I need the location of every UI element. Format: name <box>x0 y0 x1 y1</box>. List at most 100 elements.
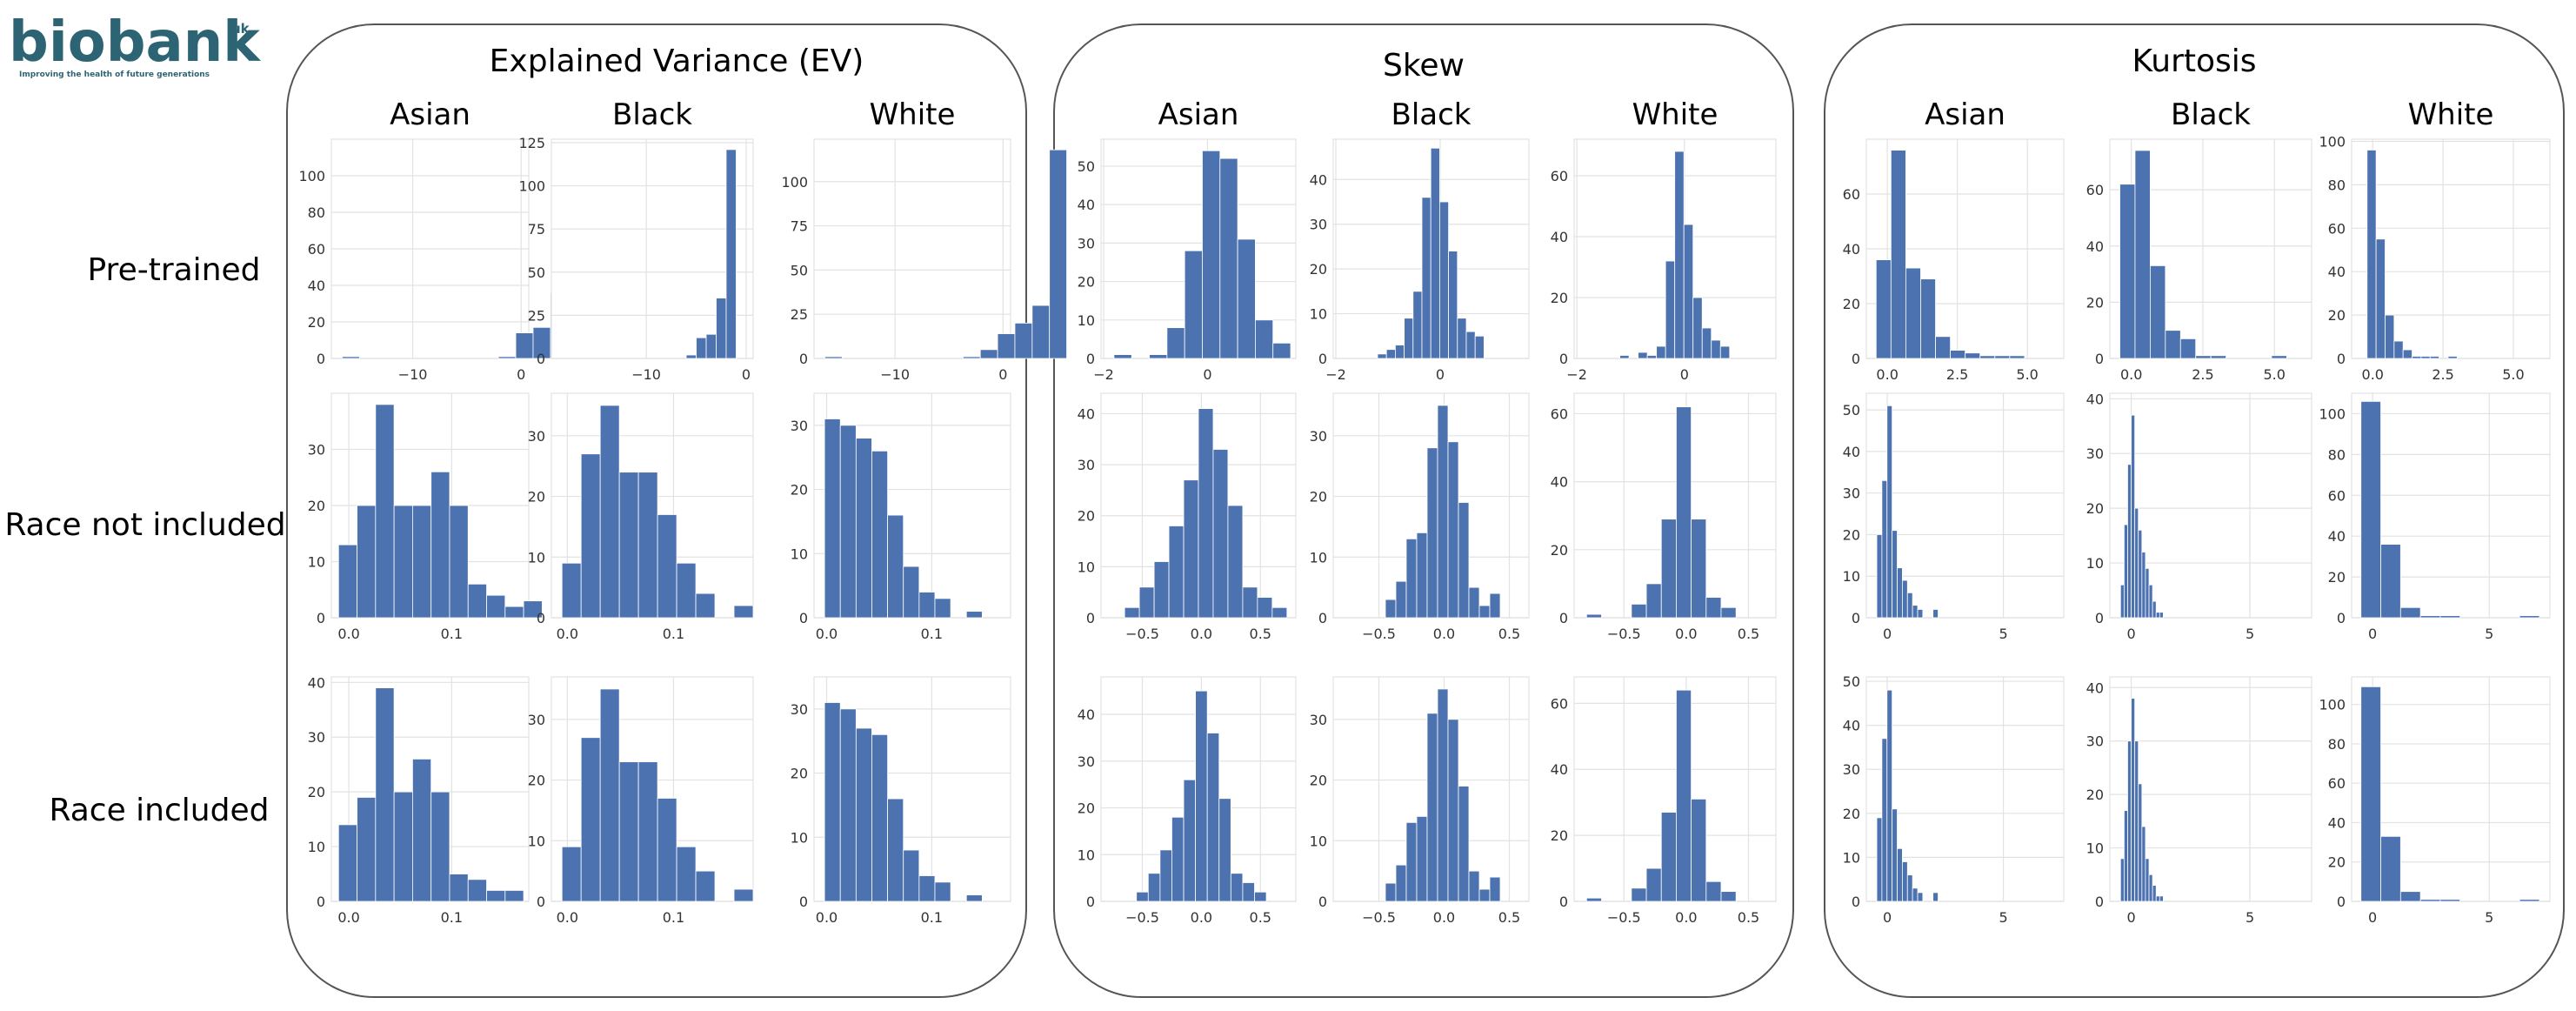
y-tick-label: 80 <box>2328 177 2346 193</box>
y-tick-label: 0 <box>2337 610 2346 626</box>
skew-panel-frame <box>1053 23 1794 998</box>
x-tick-label: 0 <box>1883 909 1892 926</box>
x-tick-label: 0 <box>742 366 751 383</box>
histogram-bar <box>1994 355 2011 359</box>
y-tick-label: 20 <box>1843 806 1860 822</box>
x-tick-label: 0.0 <box>1191 909 1212 926</box>
histogram-bar <box>467 583 487 619</box>
histogram-bar <box>1876 534 1883 619</box>
y-tick-label: 30 <box>528 428 545 445</box>
y-tick-label: 20 <box>2086 294 2104 311</box>
histogram-bar <box>2123 810 2128 902</box>
y-tick-label: 40 <box>1551 229 1568 245</box>
histogram-bar <box>1183 479 1199 619</box>
y-tick-label: 10 <box>1843 568 1860 585</box>
y-tick-label: 20 <box>1843 296 1860 312</box>
x-tick-label: 0.0 <box>1433 626 1455 642</box>
histogram-bar <box>1385 599 1397 619</box>
histogram-bar <box>1876 817 1883 902</box>
y-tick-label: 40 <box>2086 680 2104 696</box>
histogram-bar <box>1242 586 1258 619</box>
histogram-bar <box>618 472 639 619</box>
y-tick-label: 30 <box>1310 217 1327 233</box>
x-tick-label: 0 <box>1203 366 1211 383</box>
histogram-bar <box>2134 740 2139 902</box>
histogram-bar <box>504 606 524 619</box>
subplot-title: White <box>2408 97 2494 132</box>
histogram-bar <box>1881 479 1888 619</box>
histogram-bar <box>997 333 1016 359</box>
y-tick-label: 30 <box>2086 733 2104 750</box>
histogram-bar <box>2131 698 2136 902</box>
histogram-bar <box>855 438 872 619</box>
histogram-bar <box>2155 612 2160 619</box>
y-tick-label: 20 <box>1310 773 1327 789</box>
histogram-bar <box>871 733 888 902</box>
y-tick-label: 30 <box>1843 485 1860 502</box>
histogram-bar <box>1719 345 1731 359</box>
y-tick-label: 20 <box>2328 569 2346 586</box>
x-tick-label: −0.5 <box>1362 626 1396 642</box>
y-tick-label: 100 <box>781 174 808 191</box>
y-tick-label: 60 <box>2328 220 2346 237</box>
histogram-bar <box>918 592 936 619</box>
histogram-bar <box>1212 449 1229 619</box>
histogram-bar <box>1218 798 1231 902</box>
histogram-bar <box>1645 583 1662 619</box>
y-tick-label: 40 <box>1843 718 1860 734</box>
y-tick-label: 0 <box>317 351 325 367</box>
histogram-bar <box>1619 355 1630 359</box>
x-tick-label: 0.5 <box>1498 909 1520 926</box>
histogram-bar <box>1159 849 1172 902</box>
histogram-bar <box>2165 330 2181 359</box>
y-tick-label: 50 <box>1078 158 1095 175</box>
x-tick-label: 0.0 <box>2362 366 2384 383</box>
plot-frame <box>330 138 530 359</box>
histogram-bar <box>1660 519 1677 619</box>
histogram-bar <box>1711 339 1721 359</box>
histogram-bar <box>1416 815 1428 902</box>
x-tick-label: 5.0 <box>2502 366 2524 383</box>
histogram-bar <box>375 687 395 902</box>
y-tick-label: 75 <box>791 218 808 235</box>
y-tick-label: 100 <box>2319 697 2346 713</box>
histogram-bar <box>1426 447 1438 619</box>
histogram-bar <box>486 890 506 902</box>
histogram-bar <box>1935 336 1951 359</box>
histogram-bar <box>1897 847 1903 902</box>
histogram-bar <box>337 824 357 902</box>
histogram-bar <box>2131 414 2136 619</box>
x-tick-label: 0.5 <box>1250 909 1271 926</box>
histogram-bar <box>887 514 904 619</box>
histogram-bar <box>2127 464 2132 619</box>
y-tick-label: 20 <box>1551 827 1568 844</box>
y-tick-label: 25 <box>528 307 545 324</box>
histogram-bar <box>1676 689 1692 902</box>
histogram-bar <box>2134 507 2139 619</box>
x-tick-label: 0.0 <box>816 909 838 926</box>
chart-explained-variance-ev-black-race-not-included: 0 10 20 30 0.0 0.1 <box>528 392 754 642</box>
histogram-bar <box>1230 873 1244 902</box>
ev-panel-frame <box>286 23 1027 998</box>
y-tick-label: 50 <box>1843 673 1860 690</box>
histogram-bar <box>1892 808 1898 902</box>
y-tick-label: 10 <box>308 839 325 855</box>
histogram-bar <box>1656 345 1666 359</box>
x-tick-label: 0 <box>1436 366 1445 383</box>
histogram-bar <box>695 593 716 619</box>
y-tick-label: 30 <box>1078 235 1095 251</box>
y-tick-label: 0 <box>317 610 325 626</box>
histogram-bar <box>1720 891 1737 902</box>
histogram-bar <box>1489 593 1501 619</box>
y-tick-label: 0 <box>537 351 545 367</box>
chart-explained-variance-ev-black-pre-trained: 0 25 50 75 100 125 −10 0 Black <box>518 97 754 383</box>
y-tick-label: 30 <box>1078 457 1095 473</box>
x-tick-label: 0.0 <box>2120 366 2142 383</box>
histogram-bar <box>1965 352 1981 359</box>
histogram-bar <box>1979 355 1996 359</box>
y-tick-label: 0 <box>1559 610 1568 626</box>
y-tick-label: 50 <box>1843 402 1860 418</box>
histogram-bar <box>1691 519 1707 619</box>
y-tick-label: 20 <box>308 314 325 331</box>
y-tick-label: 125 <box>518 135 545 151</box>
